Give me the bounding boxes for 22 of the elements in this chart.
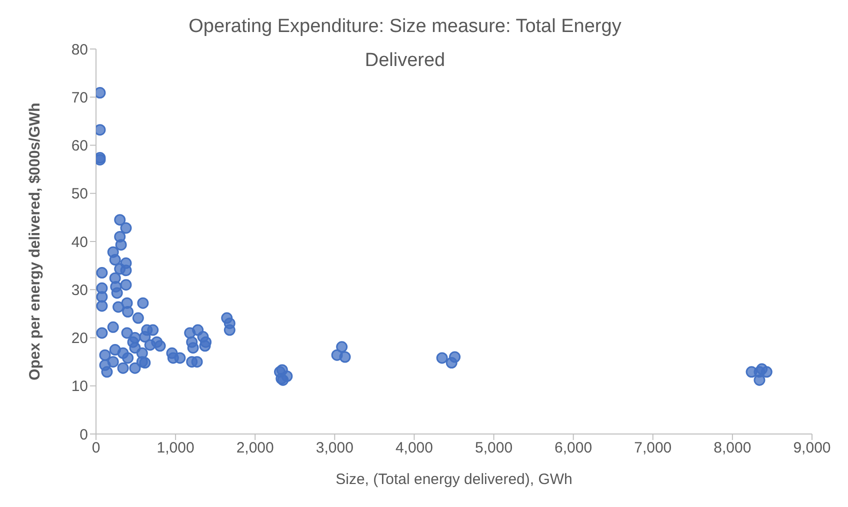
chart-title: Operating Expenditure: Size measure: Total Energy Delivered bbox=[188, 15, 622, 73]
y-axis-title: Opex per energy delivered, $000s/GWh bbox=[26, 102, 44, 380]
y-tick-label: 50 bbox=[71, 186, 88, 203]
x-tick-label: 4,000 bbox=[395, 440, 433, 457]
y-tick-label: 70 bbox=[71, 89, 88, 106]
x-tick-label: 9,000 bbox=[793, 440, 831, 457]
x-tick-label: 3,000 bbox=[316, 440, 354, 457]
x-tick-label: 1,000 bbox=[156, 440, 194, 457]
y-tick-label: 0 bbox=[80, 426, 88, 444]
x-tick-label: 2,000 bbox=[236, 440, 274, 457]
y-tick-label: 20 bbox=[71, 330, 88, 348]
x-axis-title: Size, (Total energy delivered), GWh bbox=[336, 471, 572, 488]
y-tick-label: 30 bbox=[71, 282, 88, 299]
x-tick-label: 6,000 bbox=[554, 440, 592, 457]
y-tick-label: 60 bbox=[71, 138, 88, 155]
y-tick-label: 40 bbox=[71, 234, 88, 251]
y-tick-label: 10 bbox=[71, 378, 88, 396]
x-tick-label: 5,000 bbox=[475, 440, 513, 457]
x-tick-label: 7,000 bbox=[634, 440, 672, 457]
x-tick-label: 0 bbox=[92, 440, 100, 457]
y-tick-label: 80 bbox=[71, 41, 88, 58]
x-tick-label: 8,000 bbox=[714, 440, 752, 457]
